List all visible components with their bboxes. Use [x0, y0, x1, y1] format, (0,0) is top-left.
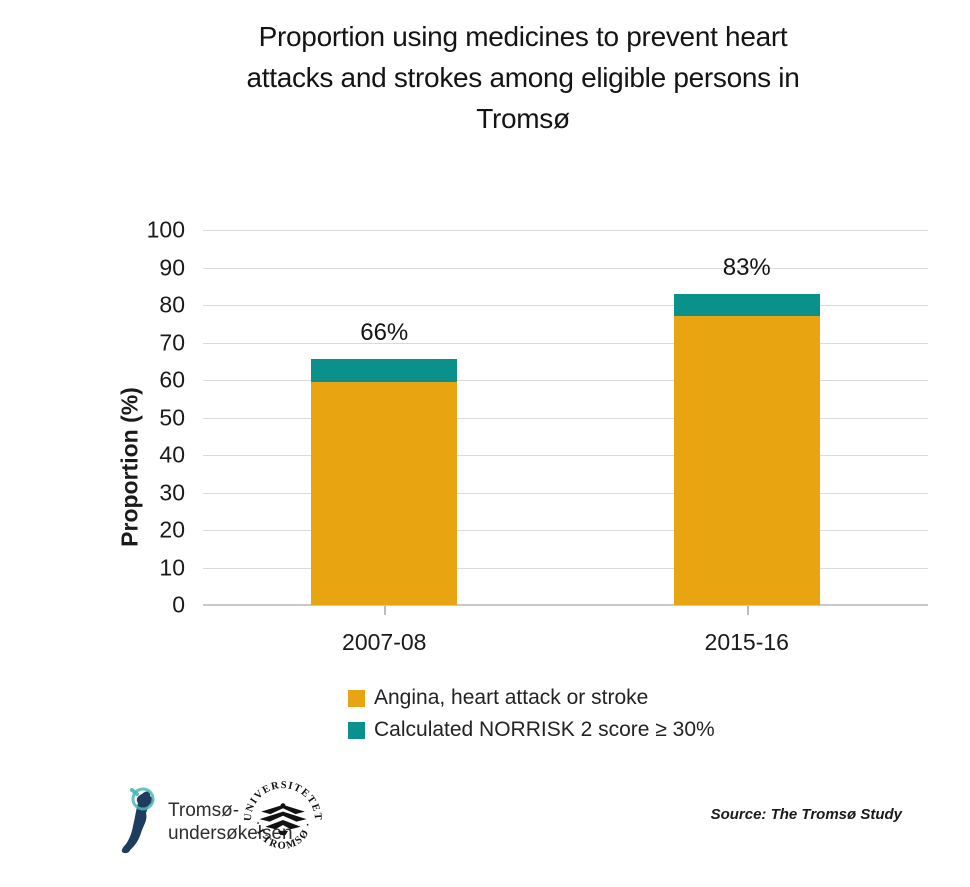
chart-legend: Angina, heart attack or stroke Calculated… [348, 686, 715, 750]
legend-swatch [348, 689, 365, 707]
bar-segment-2 [673, 316, 820, 605]
y-tick-label: 100 [146, 216, 185, 243]
chart-title-line-2: attacks and strokes among eligible perso… [246, 62, 800, 93]
study-logo-text: Tromsø- undersøkelsen [168, 799, 293, 845]
gridline [203, 380, 928, 381]
legend-label: Calculated NORRISK 2 score ≥ 30% [374, 718, 715, 741]
bar-segment-1 [311, 359, 458, 382]
x-axis-labels: 2007-08 2015-16 [203, 629, 928, 659]
y-tick-label: 70 [159, 329, 185, 355]
study-logo-text-line-2: undersøkelsen [168, 823, 293, 844]
gridline [203, 267, 928, 269]
gridline [203, 567, 928, 569]
chart-title-line-1: Proportion using medicines to prevent he… [258, 21, 788, 52]
gridline [203, 417, 928, 419]
y-tick-label: 90 [159, 254, 185, 280]
gridline [203, 230, 928, 231]
legend-label: Angina, heart attack or stroke [374, 686, 649, 709]
y-tick-label: 60 [159, 366, 185, 393]
y-tick-label: 10 [159, 554, 185, 580]
tromso-study-logo: Tromsø- undersøkelsen [112, 782, 293, 862]
y-axis-tick-labels: 0 10 20 30 40 50 60 70 80 90 100 [110, 217, 185, 618]
x-axis-line [203, 604, 928, 606]
legend-row: Calculated NORRISK 2 score ≥ 30% [348, 718, 715, 742]
footer: Tromsø- undersøkelsen UNIVERSITETET · I … [0, 775, 970, 875]
source-text: Source: The Tromsø Study [710, 806, 902, 823]
university-seal-icon: UNIVERSITETET · I TROMSØ · [243, 780, 322, 852]
y-tick-label: 0 [172, 591, 185, 618]
gridline [203, 342, 928, 344]
x-category-label: 2007-08 [342, 629, 427, 655]
y-tick-label: 30 [159, 479, 185, 505]
eagle-emblem [259, 803, 307, 836]
gridline [203, 492, 928, 494]
seal-bottom-text: · I TROMSØ · [251, 821, 312, 852]
y-tick-label: 80 [159, 291, 185, 318]
norway-map-magnifier-icon [121, 787, 155, 854]
bar-value-label: 66% [360, 319, 409, 347]
study-logo-text-line-1: Tromsø- [168, 800, 240, 821]
gridline [203, 530, 928, 531]
legend-row: Angina, heart attack or stroke [348, 686, 715, 710]
x-category-label: 2015-16 [704, 629, 789, 655]
chart-title: Proportion using medicines to prevent he… [76, 16, 970, 139]
x-axis-tick-mark [384, 606, 387, 615]
y-tick-label: 50 [159, 404, 185, 430]
chart-title-line-3: Tromsø [476, 103, 570, 134]
legend-swatch [348, 721, 365, 739]
bar-segment-2 [673, 293, 820, 317]
svg-text:· I TROMSØ ·: · I TROMSØ · [251, 821, 314, 852]
x-axis-tick-mark [746, 606, 749, 615]
bar-value-label: 83% [722, 253, 771, 281]
gridline [203, 455, 928, 456]
gridline [203, 305, 928, 306]
bar-segment-1 [311, 381, 458, 605]
plot-area: 66% 83% [203, 230, 928, 615]
y-tick-label: 20 [159, 516, 185, 543]
y-tick-label: 40 [159, 441, 185, 468]
